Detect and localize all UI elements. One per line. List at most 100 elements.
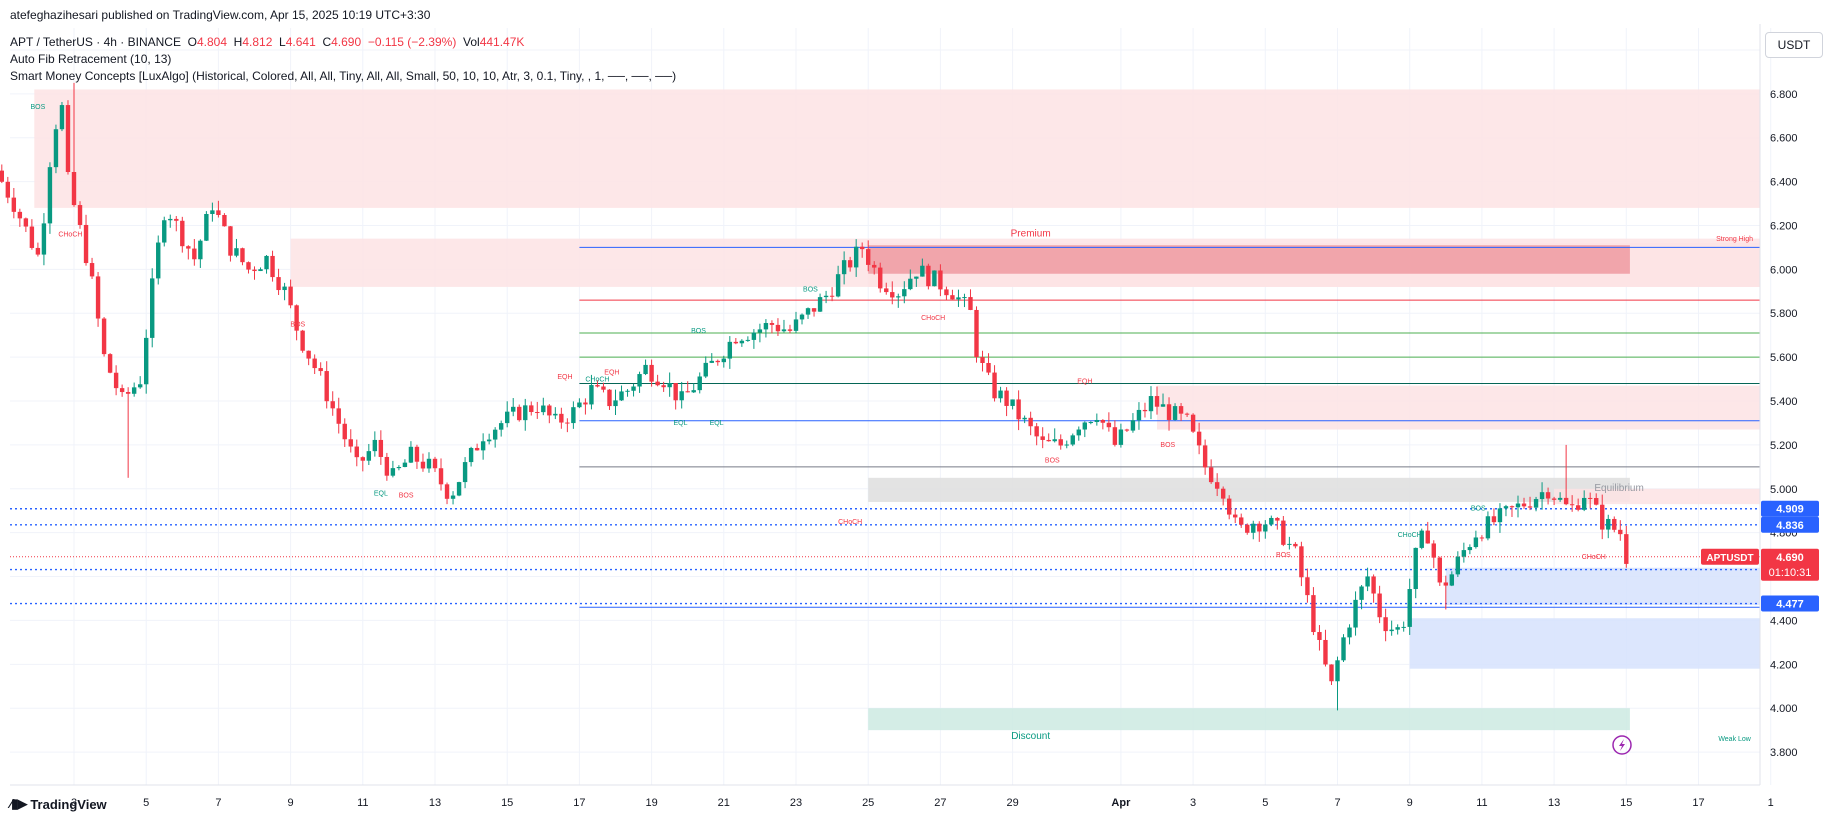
candle-body [980,357,985,363]
smc-zone [1554,488,1760,505]
candle-body [847,260,853,268]
candle-body [775,324,781,332]
candle-body [661,385,666,388]
symbol-tag-bg [1701,548,1759,565]
y-tick-label: 5.600 [1770,352,1798,364]
candle-body [150,278,155,338]
candle-body [878,267,883,289]
candle-body [1239,517,1244,525]
candle-body [83,224,89,264]
candle-body [1329,664,1334,682]
candle-body [1311,595,1316,633]
candle-body [378,439,384,457]
candle-body [1160,404,1166,407]
candle-body [547,405,552,416]
candle-body [1389,629,1394,632]
smc-label: BOS [31,104,46,111]
x-tick-label: 3 [1190,797,1196,809]
symbol-title[interactable]: APT / TetherUS · 4h · BINANCE [10,35,181,49]
price-tag-bg [1761,516,1819,533]
candle-body [667,383,672,388]
candle-body [727,341,733,359]
candle-body [282,286,287,291]
candle-body [1347,627,1352,638]
smc-label: Equilibrium [1594,483,1643,494]
candle-body [204,213,209,241]
candle-body [625,390,630,392]
candle-body [908,278,913,290]
candle-body [992,372,997,399]
x-tick-label: 15 [501,797,513,809]
candle-body [1527,506,1533,508]
candle-body [444,484,450,499]
candle-body [944,289,949,296]
indicator-fib[interactable]: Auto Fib Retracement (10, 13) [10,52,172,66]
candle-body [420,461,426,469]
candle-body [974,309,979,358]
candle-body [517,406,522,421]
candle-body [1299,546,1304,578]
candle-body [1323,639,1328,665]
candle-body [823,295,829,298]
candle-body [968,297,973,310]
candle-body [1269,517,1274,525]
candle-body [186,246,191,249]
candle-body [384,456,390,476]
candle-body [53,129,59,168]
candle-body [1064,444,1069,446]
candle-body [841,260,847,275]
candle-body [1606,518,1611,530]
lightning-glyph [1619,739,1625,751]
indicator-smc[interactable]: Smart Money Concepts [LuxAlgo] (Historic… [10,69,677,83]
candle-body [1461,550,1467,557]
candle-body [348,439,353,447]
currency-button[interactable]: USDT [1765,32,1823,58]
candle-body [1612,518,1617,530]
candle-body [408,446,414,463]
candle-body [306,350,311,359]
last-price-tag-bg [1761,548,1819,581]
tradingview-logo[interactable]: ⁄▮▶ TradingView [10,796,107,812]
y-tick-label: 5.800 [1770,308,1798,320]
smc-label: Strong High [1716,236,1753,243]
candle-body [962,297,967,299]
candle-body [71,172,77,206]
smc-label: BOS [290,321,305,328]
candle-body [324,371,329,402]
candle-body [1497,508,1503,523]
candle-body [751,332,757,340]
fib-levels [10,246,1760,608]
candle-body [853,246,859,268]
candle-body [1076,429,1081,436]
smc-label: EQL [673,420,687,427]
close-label: C [322,35,332,49]
candle-body [595,385,600,387]
candle-body [450,495,456,499]
candle-body [1130,420,1136,431]
candle-body [721,358,726,363]
candle-body [1287,543,1292,545]
candle-body [131,387,137,394]
candle-body [113,372,119,389]
candle-body [59,105,65,130]
candle-body [77,205,83,225]
candle-body [474,447,480,451]
candle-body [144,337,149,385]
candle-body [607,389,612,407]
price-tag: 4.477 [1776,599,1804,611]
candle-body [1022,417,1027,420]
candle-body [65,105,71,173]
candle-body [715,360,720,363]
candle-body [535,412,540,414]
x-tick-label: 1 [1768,797,1774,809]
y-tick-label: 6.800 [1770,89,1798,101]
candle-body [29,226,35,248]
symbol-legend: APT / TetherUS · 4h · BINANCE O4.804 H4.… [10,35,524,49]
candle-body [1004,390,1009,406]
x-tick-label: 9 [288,797,294,809]
candle-body [1154,396,1160,407]
last-price-tag: 4.690 [1776,552,1804,564]
candle-body [1335,660,1340,682]
x-tick-label: 5 [1262,797,1268,809]
